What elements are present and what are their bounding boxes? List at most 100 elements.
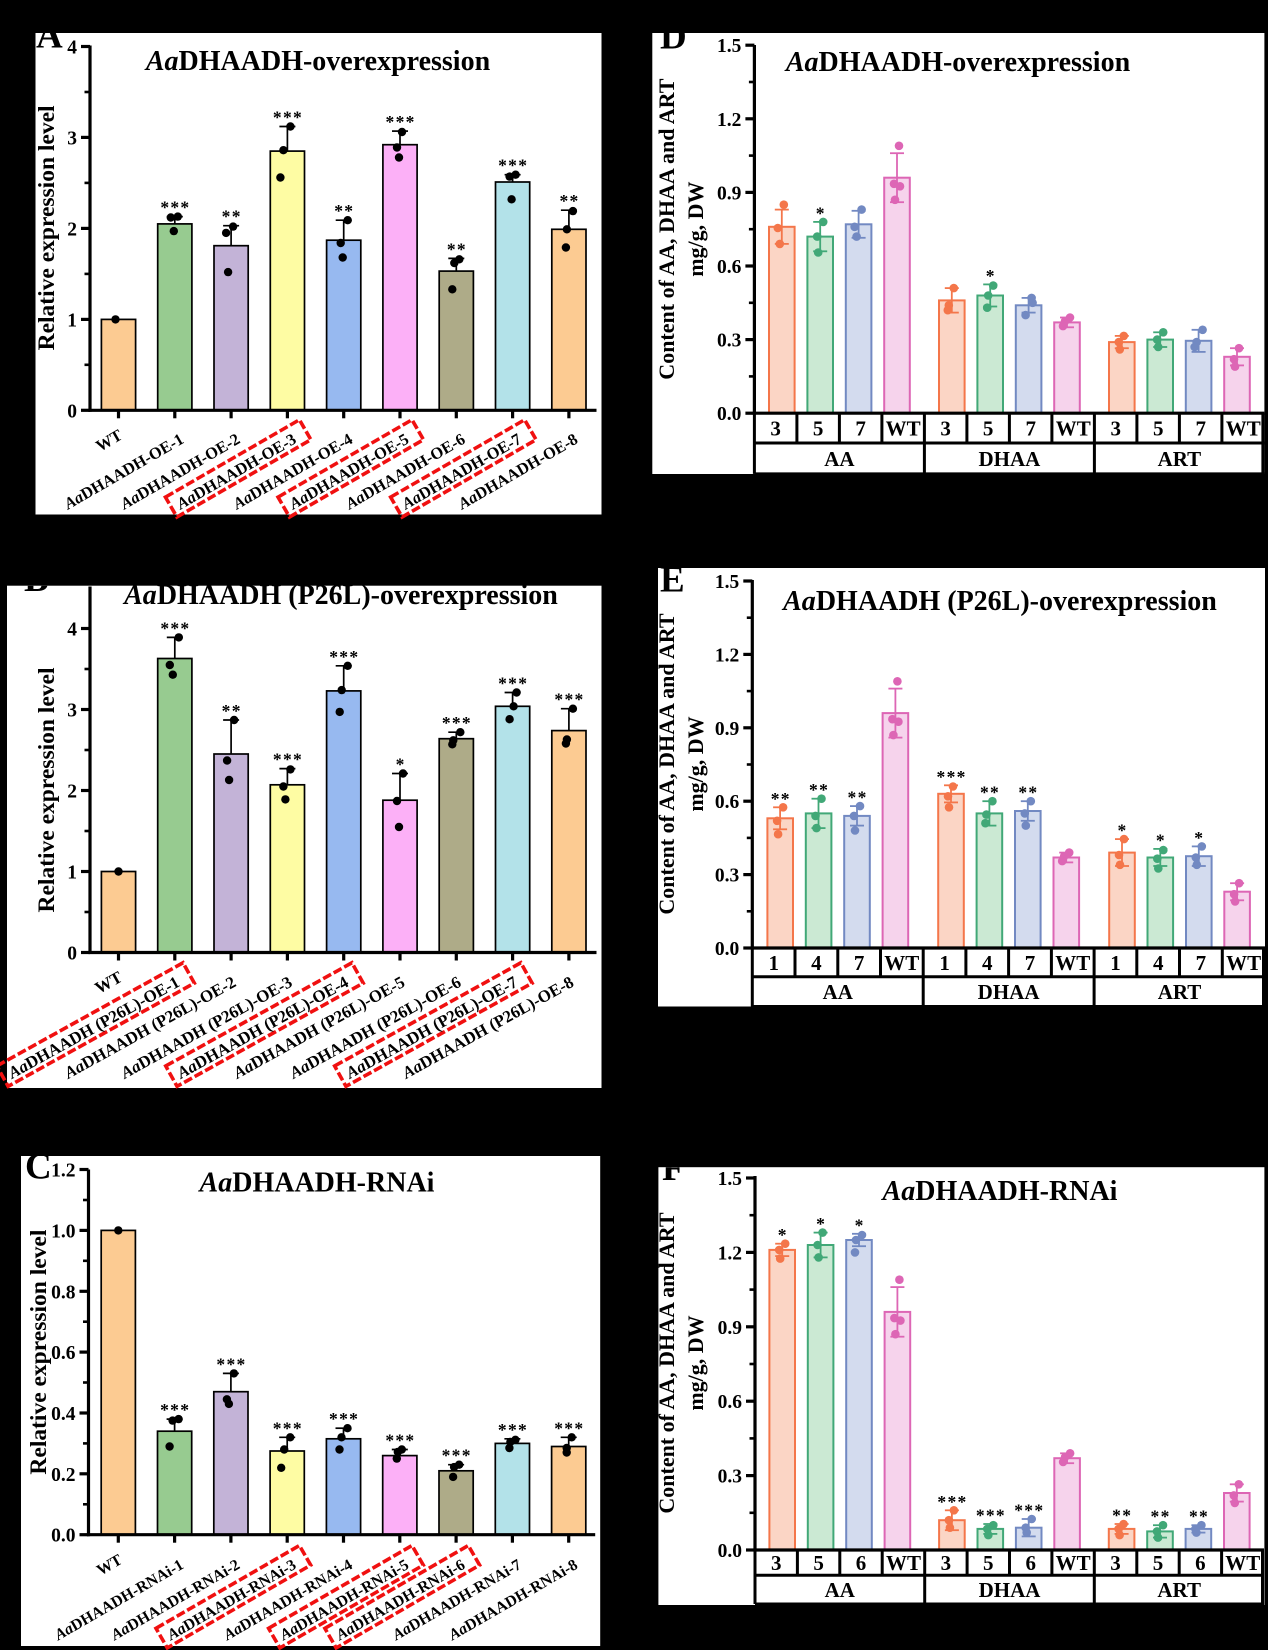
svg-text:4: 4 <box>811 951 822 975</box>
svg-text:7: 7 <box>855 417 866 441</box>
svg-text:**: ** <box>447 239 467 259</box>
svg-text:***: *** <box>160 618 190 638</box>
svg-text:**: ** <box>1189 1507 1209 1527</box>
svg-text:ART: ART <box>1157 1578 1201 1602</box>
svg-text:DHAA: DHAA <box>979 1578 1042 1602</box>
svg-text:ART: ART <box>1158 447 1202 471</box>
svg-text:5: 5 <box>983 417 994 441</box>
svg-text:4: 4 <box>982 951 993 975</box>
svg-text:5: 5 <box>813 417 824 441</box>
svg-text:WT: WT <box>1056 1551 1091 1575</box>
svg-text:AaDHAADH (P26L)-overexpression: AaDHAADH (P26L)-overexpression <box>122 580 558 611</box>
svg-text:0.0: 0.0 <box>715 939 739 960</box>
svg-text:A: A <box>36 16 63 57</box>
svg-text:5: 5 <box>1153 417 1164 441</box>
svg-text:WT: WT <box>1225 1551 1260 1575</box>
svg-text:1: 1 <box>67 863 77 884</box>
svg-text:C: C <box>25 1147 52 1188</box>
svg-text:***: *** <box>160 198 190 218</box>
svg-text:4: 4 <box>1153 951 1164 975</box>
svg-text:0.3: 0.3 <box>717 331 742 352</box>
svg-text:***: *** <box>386 112 416 132</box>
svg-text:***: *** <box>160 1400 190 1420</box>
svg-text:*: * <box>396 755 406 775</box>
svg-text:1.2: 1.2 <box>51 1161 75 1182</box>
svg-text:Content of AA, DHAA and ART: Content of AA, DHAA and ART <box>654 1212 679 1513</box>
svg-text:***: *** <box>937 767 967 787</box>
svg-text:***: *** <box>273 1418 303 1438</box>
svg-text:0.4: 0.4 <box>51 1404 76 1425</box>
svg-text:ART: ART <box>1158 980 1202 1004</box>
svg-text:*: * <box>778 1225 788 1245</box>
svg-text:WT: WT <box>886 1551 921 1575</box>
svg-text:WT: WT <box>1055 951 1090 975</box>
svg-text:**: ** <box>1018 783 1038 803</box>
svg-text:1.0: 1.0 <box>51 1221 75 1242</box>
svg-text:Content of AA, DHAA and ART: Content of AA, DHAA and ART <box>654 613 679 914</box>
svg-text:***: *** <box>273 108 303 128</box>
svg-text:6: 6 <box>1195 1551 1206 1575</box>
svg-text:***: *** <box>216 1354 246 1374</box>
svg-text:0.6: 0.6 <box>51 1343 76 1364</box>
svg-text:***: *** <box>976 1506 1006 1526</box>
svg-text:7: 7 <box>854 951 865 975</box>
svg-text:0.9: 0.9 <box>717 183 742 204</box>
svg-text:mg/g, DW: mg/g, DW <box>683 181 708 276</box>
svg-text:3: 3 <box>770 417 781 441</box>
svg-text:7: 7 <box>1025 951 1036 975</box>
svg-text:0: 0 <box>67 944 77 965</box>
svg-text:6: 6 <box>1025 1551 1036 1575</box>
svg-text:7: 7 <box>1196 951 1207 975</box>
svg-text:***: *** <box>498 156 528 176</box>
svg-text:AaDHAADH-overexpression: AaDHAADH-overexpression <box>144 46 491 77</box>
svg-text:1.2: 1.2 <box>715 645 739 666</box>
svg-text:1: 1 <box>939 951 950 975</box>
svg-text:1: 1 <box>1110 951 1121 975</box>
svg-text:7: 7 <box>1025 417 1036 441</box>
svg-text:0.2: 0.2 <box>51 1465 75 1486</box>
svg-text:2: 2 <box>67 782 77 803</box>
svg-text:WT: WT <box>1056 417 1091 441</box>
svg-text:F: F <box>662 1148 685 1189</box>
svg-text:mg/g, DW: mg/g, DW <box>683 716 708 811</box>
svg-text:AaDHAADH-RNAi: AaDHAADH-RNAi <box>881 1176 1118 1207</box>
svg-text:**: ** <box>771 789 791 809</box>
svg-text:***: *** <box>442 1446 472 1466</box>
svg-text:0.3: 0.3 <box>718 1467 743 1488</box>
svg-text:***: *** <box>498 1420 528 1440</box>
svg-text:WT: WT <box>1226 951 1261 975</box>
svg-text:*: * <box>986 266 996 286</box>
svg-text:***: *** <box>329 1409 359 1429</box>
svg-text:WT: WT <box>886 417 921 441</box>
svg-text:0.9: 0.9 <box>718 1318 743 1339</box>
svg-text:1.2: 1.2 <box>717 110 741 131</box>
svg-text:AaDHAADH-overexpression: AaDHAADH-overexpression <box>784 47 1131 78</box>
svg-text:*: * <box>816 1214 826 1234</box>
svg-text:WT: WT <box>884 951 919 975</box>
svg-text:*: * <box>1194 828 1204 848</box>
svg-text:***: *** <box>554 1418 584 1438</box>
svg-text:***: *** <box>442 713 472 733</box>
svg-text:**: ** <box>1112 1506 1132 1526</box>
svg-text:AaDHAADH (P26L)-overexpression: AaDHAADH (P26L)-overexpression <box>781 586 1217 617</box>
svg-text:2: 2 <box>67 219 77 240</box>
svg-text:**: ** <box>980 783 1000 803</box>
svg-text:0.8: 0.8 <box>51 1282 76 1303</box>
svg-text:6: 6 <box>856 1551 867 1575</box>
svg-text:*: * <box>816 203 826 223</box>
svg-text:Relative expression level: Relative expression level <box>34 105 60 350</box>
svg-text:***: *** <box>937 1492 967 1512</box>
svg-text:***: *** <box>385 1431 415 1451</box>
svg-text:0.6: 0.6 <box>718 1392 743 1413</box>
svg-text:***: *** <box>498 674 528 694</box>
svg-text:0.0: 0.0 <box>51 1526 75 1547</box>
svg-text:5: 5 <box>1153 1551 1164 1575</box>
svg-text:5: 5 <box>983 1551 994 1575</box>
svg-text:0.6: 0.6 <box>715 792 740 813</box>
svg-text:0.0: 0.0 <box>718 1541 742 1562</box>
svg-text:0.9: 0.9 <box>715 719 740 740</box>
svg-text:***: *** <box>554 690 584 710</box>
svg-text:1.5: 1.5 <box>718 1169 743 1190</box>
svg-text:5: 5 <box>813 1551 824 1575</box>
svg-text:***: *** <box>1014 1501 1044 1521</box>
